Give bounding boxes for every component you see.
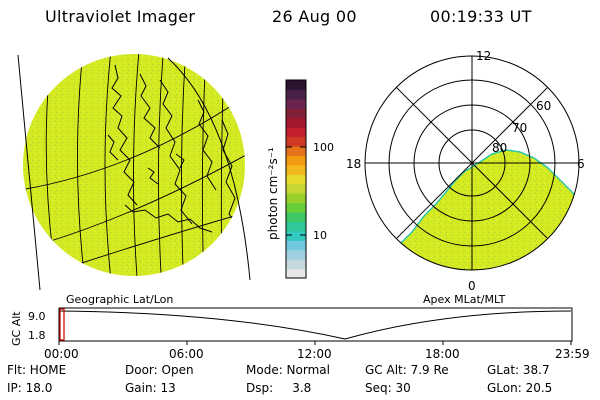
status-gc-alt: GC Alt: 7.9 Re xyxy=(365,363,449,377)
mlt-label-6: 6 xyxy=(577,157,585,171)
geo-graticule xyxy=(23,54,245,276)
colorbar-band xyxy=(286,230,306,241)
polar-map: 12 18 6 0 60 70 80 xyxy=(346,49,585,293)
colorbar-band xyxy=(286,127,306,138)
instrument-title: Ultraviolet Imager xyxy=(45,7,196,26)
colorbar-band xyxy=(286,202,306,213)
observation-date: 26 Aug 00 xyxy=(272,7,357,26)
colorbar-unit-label: photon cm⁻²s⁻¹ xyxy=(266,147,280,240)
colorbar-band xyxy=(286,164,306,175)
timeline-xtick-2359: 23:59 xyxy=(555,347,590,361)
colorbar-band xyxy=(286,221,306,232)
mlat-label-70: 70 xyxy=(512,121,527,135)
colorbar-band xyxy=(286,240,306,251)
timeline-ytick-9: 9.0 xyxy=(28,310,46,323)
status-dsp: Dsp: 3.8 xyxy=(246,381,312,395)
colorbar-band xyxy=(286,108,306,119)
colorbar-band xyxy=(286,183,306,194)
intensity-colorbar: 100 10 photon cm⁻²s⁻¹ xyxy=(266,79,334,279)
colorbar-band xyxy=(286,80,306,91)
colorbar-frame xyxy=(285,79,307,279)
timeline-xtick-1200: 12:00 xyxy=(297,347,332,361)
timeline-xtick-1800: 18:00 xyxy=(425,347,460,361)
colorbar-band xyxy=(286,155,306,166)
polar-map-caption: Apex MLat/MLT xyxy=(423,293,506,306)
colorbar-tick-10: 10 xyxy=(313,229,327,242)
mlat-label-80: 80 xyxy=(492,141,507,155)
mlat-label-60: 60 xyxy=(536,99,551,113)
status-glon: GLon: 20.5 xyxy=(487,381,553,395)
colorbar-band xyxy=(286,146,306,157)
orbit-altitude-curve xyxy=(59,310,572,340)
colorbar-band xyxy=(286,136,306,147)
geo-auroral-disk xyxy=(23,54,245,276)
timeline-axis-label: GC Alt xyxy=(10,311,23,346)
observation-time: 00:19:33 UT xyxy=(430,7,532,26)
geographic-map xyxy=(17,54,251,291)
status-mode: Mode: Normal xyxy=(246,363,330,377)
mlt-label-0: 0 xyxy=(468,279,476,293)
status-flight: Flt: HOME xyxy=(7,363,67,377)
mlt-label-18: 18 xyxy=(346,157,361,171)
altitude-timeline: GC Alt 9.0 1.8 00:00 06:00 12:00 18:00 2… xyxy=(10,307,590,361)
coastline-outlines xyxy=(107,64,239,233)
colorbar-band xyxy=(286,212,306,223)
status-ip: IP: 18.0 xyxy=(7,381,53,395)
colorbar-tick-100: 100 xyxy=(313,141,334,154)
polar-auroral-coverage xyxy=(399,149,579,270)
timeline-xtick-0000: 00:00 xyxy=(44,347,79,361)
status-seq: Seq: 30 xyxy=(365,381,411,395)
geo-frame xyxy=(17,54,251,291)
colorbar-band xyxy=(286,193,306,204)
status-glat: GLat: 38.7 xyxy=(487,363,550,377)
colorbar-band xyxy=(286,98,306,109)
mlt-label-12: 12 xyxy=(476,49,491,63)
colorbar-band xyxy=(286,89,306,100)
current-time-marker xyxy=(59,308,65,341)
status-gain: Gain: 13 xyxy=(125,381,176,395)
timeline-xtick-0600: 06:00 xyxy=(169,347,204,361)
colorbar-band xyxy=(286,249,306,260)
colorbar-band xyxy=(286,259,306,270)
polar-grid xyxy=(364,55,580,271)
geo-map-caption: Geographic Lat/Lon xyxy=(66,293,173,306)
colorbar-band xyxy=(286,117,306,128)
colorbar-gradient xyxy=(286,80,306,279)
timeline-ytick-1.8: 1.8 xyxy=(28,329,46,342)
colorbar-band xyxy=(286,268,306,279)
colorbar-band xyxy=(286,174,306,185)
status-door: Door: Open xyxy=(125,363,194,377)
